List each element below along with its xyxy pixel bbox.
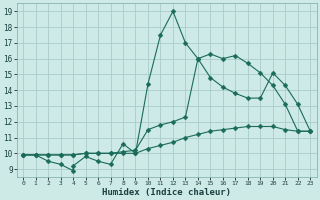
X-axis label: Humidex (Indice chaleur): Humidex (Indice chaleur) [102,188,231,197]
